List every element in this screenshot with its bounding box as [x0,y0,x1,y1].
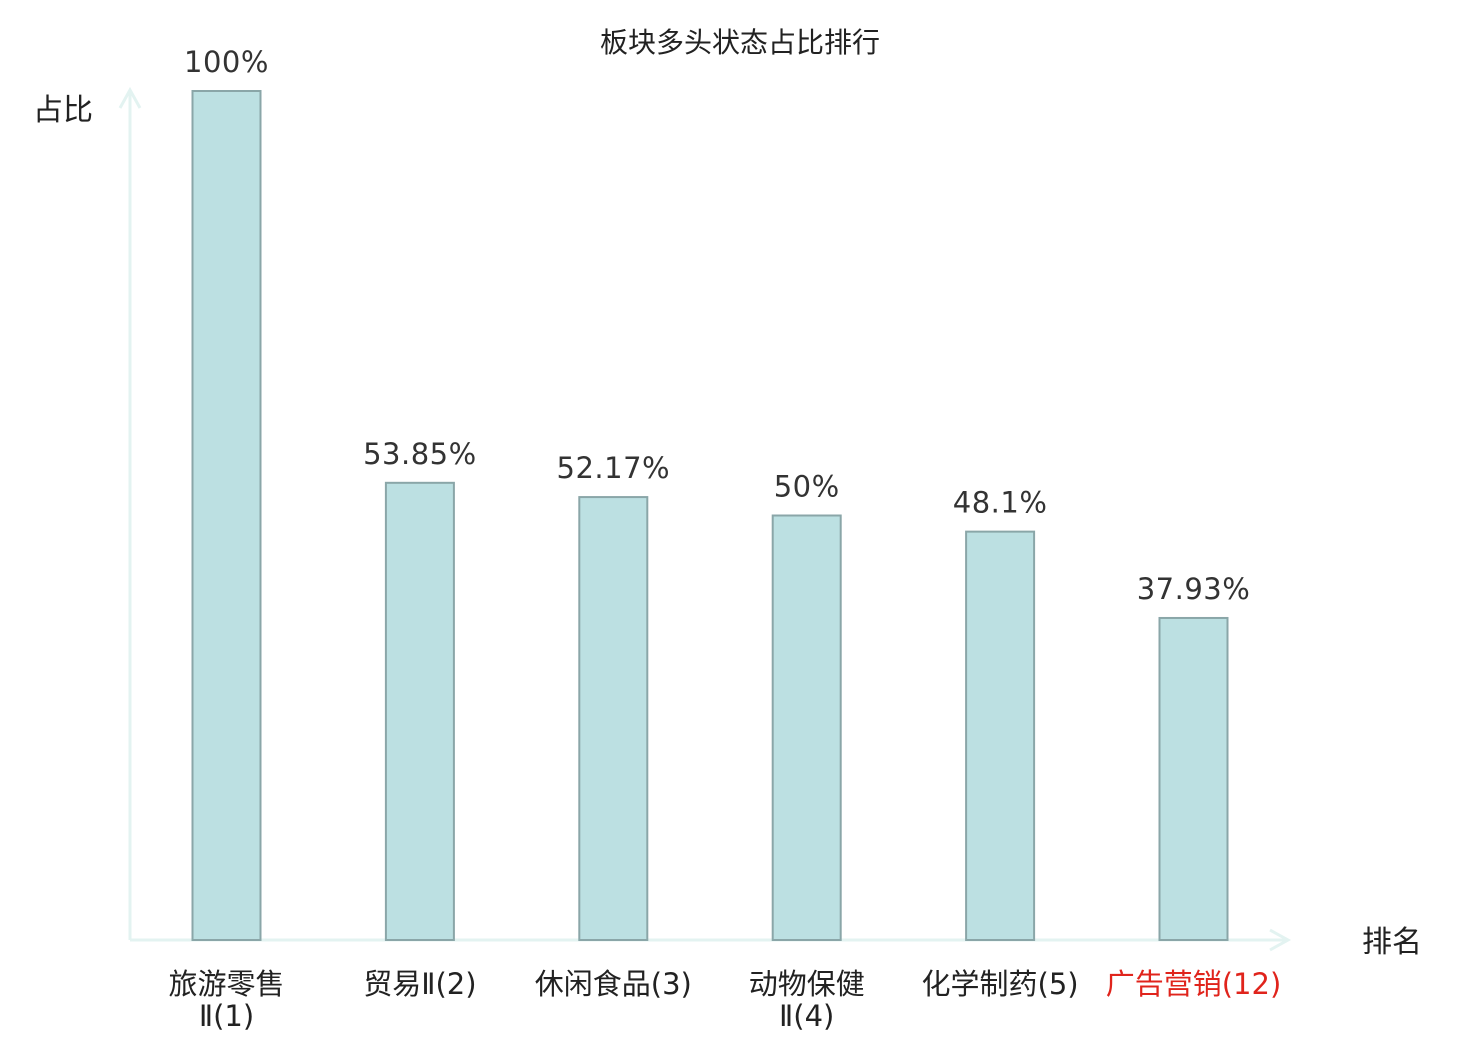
category-label-4-line-1: 动物保健 [749,967,865,1001]
value-label-4: 50% [774,470,840,504]
y-axis [118,86,142,940]
value-label-3: 52.17% [557,451,671,485]
value-label-6: 37.93% [1137,572,1251,606]
bars-group [191,90,1229,941]
value-labels-group: 100% 53.85% 52.17% 50% 48.1% 37.93% [184,45,1250,606]
bar-1 [191,90,262,941]
bar-2 [384,481,455,941]
chart-title: 板块多头状态占比排行 [600,26,880,59]
value-label-1: 100% [184,45,269,79]
x-axis-label: 排名 [1362,925,1422,960]
category-label-1-line-2: Ⅱ(1) [199,999,254,1033]
category-label-5: 化学制药(5) [922,967,1079,1001]
bar-3 [578,496,649,941]
category-label-6: 广告营销(12) [1106,967,1282,1001]
category-label-4-line-2: Ⅱ(4) [779,999,834,1033]
bar-5 [965,530,1036,941]
value-label-2: 53.85% [363,437,477,471]
value-label-5: 48.1% [953,486,1048,520]
category-label-1-line-1: 旅游零售 [168,967,284,1001]
y-axis-label: 占比 [33,93,93,128]
category-label-2: 贸易Ⅱ(2) [363,967,476,1001]
bar-6 [1158,616,1229,941]
bar-4 [771,514,842,941]
category-label-3: 休闲食品(3) [535,967,692,1001]
x-axis [130,928,1292,952]
